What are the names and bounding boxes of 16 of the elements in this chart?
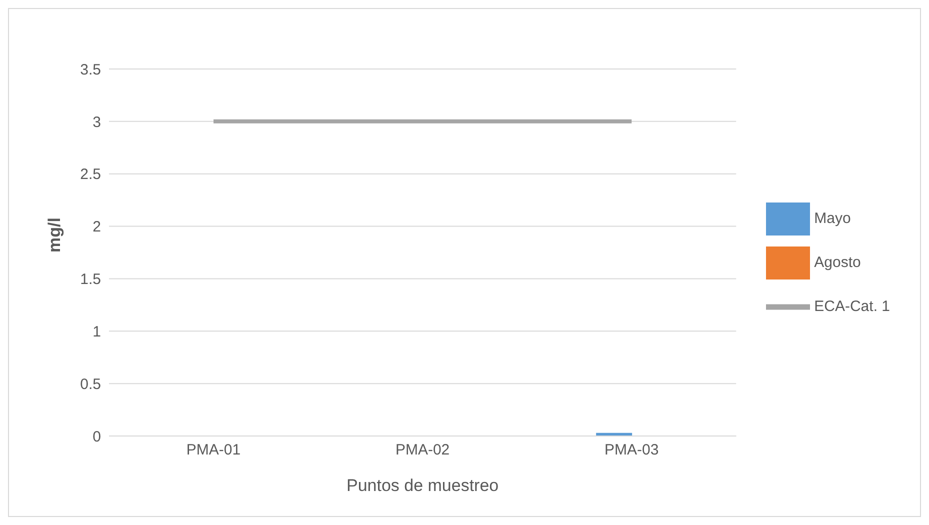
y-tick-label: 3 (92, 114, 101, 131)
y-tick-label: 1 (92, 323, 101, 340)
y-tick-label: 1.5 (80, 271, 101, 288)
x-axis-title: Puntos de muestreo (346, 476, 499, 495)
x-tick-label: PMA-02 (395, 442, 450, 459)
x-tick-label: PMA-03 (604, 442, 659, 459)
legend-label: Mayo (814, 209, 851, 226)
legend-label: ECA-Cat. 1 (814, 297, 890, 314)
y-axis-title: mg/l (45, 218, 64, 252)
x-tick-label: PMA-01 (186, 442, 241, 459)
y-tick-label: 0 (92, 428, 101, 446)
y-tick-label: 2 (92, 218, 101, 236)
y-tick-label: 3.5 (80, 61, 101, 78)
y-tick-label: 0.5 (80, 376, 101, 393)
y-tick-label: 2.5 (80, 166, 101, 184)
legend-label: Agosto (814, 253, 861, 270)
